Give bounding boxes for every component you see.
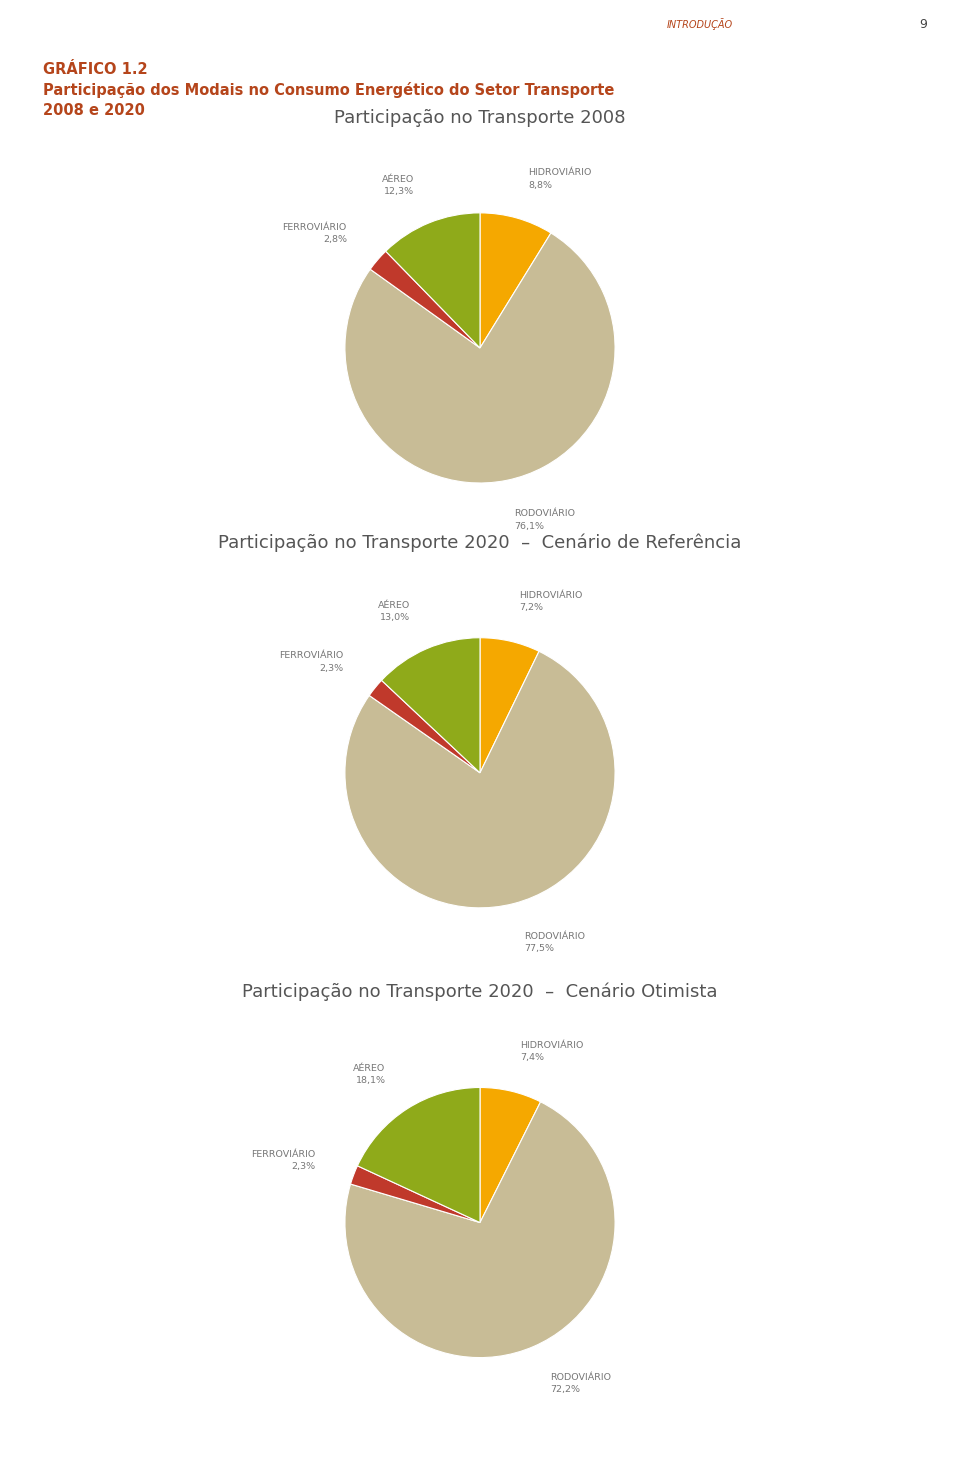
Wedge shape [381,637,480,774]
Text: AÉREO
12,3%: AÉREO 12,3% [381,174,414,196]
Text: AÉREO
18,1%: AÉREO 18,1% [353,1064,386,1086]
Text: Participação no Transporte 2020  –  Cenário de Referência: Participação no Transporte 2020 – Cenári… [218,533,742,552]
Wedge shape [386,212,480,349]
Text: 2008 e 2020: 2008 e 2020 [43,103,145,117]
Text: RODOVIÁRIO
76,1%: RODOVIÁRIO 76,1% [515,510,576,530]
Text: HIDROVIÁRIO
7,4%: HIDROVIÁRIO 7,4% [520,1042,584,1062]
Wedge shape [371,251,480,349]
Wedge shape [480,1087,540,1222]
Text: Participação dos Modais no Consumo Energético do Setor Transporte: Participação dos Modais no Consumo Energ… [43,82,614,98]
Text: INTRODUÇÃO: INTRODUÇÃO [667,18,733,31]
Text: HIDROVIÁRIO
7,2%: HIDROVIÁRIO 7,2% [519,590,583,612]
Text: Participação no Transporte 2008: Participação no Transporte 2008 [334,110,626,127]
Wedge shape [350,1166,480,1222]
Text: Participação no Transporte 2020  –  Cenário Otimista: Participação no Transporte 2020 – Cenári… [242,982,718,1001]
Text: FERROVIÁRIO
2,3%: FERROVIÁRIO 2,3% [279,652,344,672]
Text: GRÁFICO 1.2: GRÁFICO 1.2 [43,62,148,76]
Text: FERROVIÁRIO
2,3%: FERROVIÁRIO 2,3% [252,1150,316,1171]
Text: FERROVIÁRIO
2,8%: FERROVIÁRIO 2,8% [282,223,347,245]
Wedge shape [480,212,551,349]
Text: 9: 9 [920,18,927,31]
Wedge shape [345,233,615,483]
Wedge shape [357,1087,480,1222]
Text: RODOVIÁRIO
72,2%: RODOVIÁRIO 72,2% [550,1373,611,1395]
Wedge shape [345,1102,615,1358]
Wedge shape [480,637,539,774]
Text: RODOVIÁRIO
77,5%: RODOVIÁRIO 77,5% [524,932,586,954]
Wedge shape [345,652,615,908]
Text: HIDROVIÁRIO
8,8%: HIDROVIÁRIO 8,8% [528,168,591,190]
Text: AÉREO
13,0%: AÉREO 13,0% [378,601,410,623]
Wedge shape [370,680,480,774]
